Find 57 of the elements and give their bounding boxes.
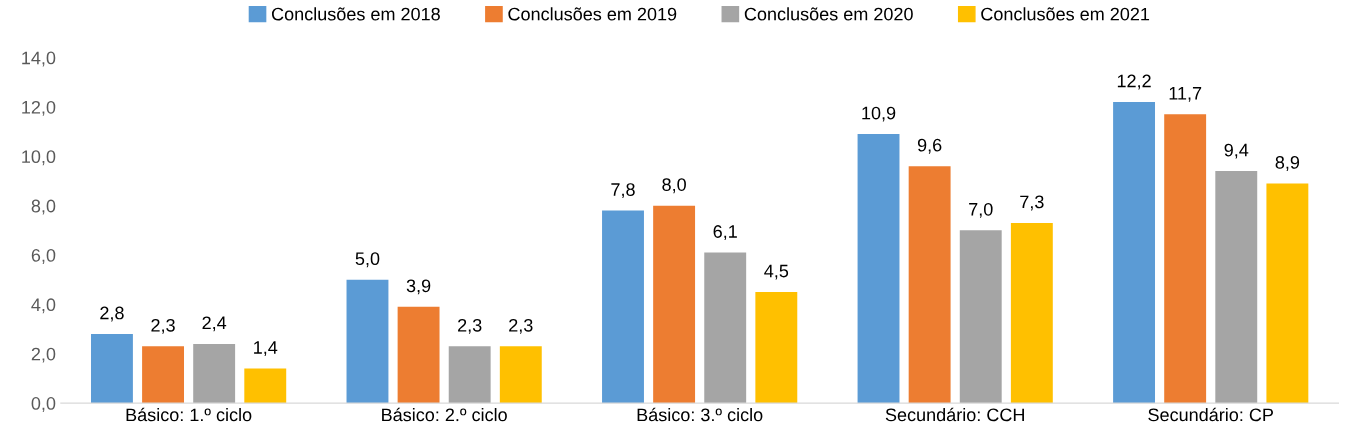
data-label: 6,1 (713, 225, 737, 241)
y-tick-label: 10,0 (22, 150, 56, 166)
data-label: 7,0 (969, 202, 993, 218)
data-label: 11,7 (1169, 87, 1202, 102)
data-label: 2,3 (458, 318, 482, 334)
data-label: 9,6 (917, 138, 942, 154)
data-label: 8,0 (662, 178, 686, 194)
y-tick-label: 12,0 (22, 100, 56, 116)
bar (193, 343, 236, 404)
bar (755, 292, 798, 404)
data-label: 10,9 (862, 106, 896, 122)
legend-label: Conclusões em 2021 (981, 7, 1150, 21)
bar (1266, 183, 1309, 404)
data-label: 9,4 (1224, 143, 1249, 159)
data-label: 8,9 (1275, 156, 1300, 171)
bar (857, 134, 900, 404)
bar (1164, 114, 1207, 404)
bar (142, 346, 184, 404)
bar (908, 166, 951, 404)
data-label: 7,3 (1020, 195, 1044, 211)
x-tick-label: Secundário: CP (1148, 407, 1273, 422)
y-tick-label: 6,0 (31, 248, 56, 264)
data-label: 2,8 (100, 306, 124, 322)
x-tick-label: Básico: 2.º ciclo (382, 407, 507, 422)
data-label: 2,3 (509, 318, 533, 334)
legend-label: Conclusões em 2019 (508, 7, 677, 21)
bar (499, 346, 542, 404)
y-tick-label: 2,0 (31, 347, 56, 363)
bar (602, 210, 644, 404)
bar (244, 368, 287, 404)
bar (653, 205, 696, 404)
bar (1215, 171, 1258, 404)
y-tick-label: 14,0 (22, 51, 56, 67)
bar (397, 306, 440, 404)
x-tick-label: Secundário: CCH (885, 407, 1024, 422)
data-label: 7,8 (611, 183, 635, 199)
data-label: 1,4 (254, 341, 278, 357)
data-label: 12,2 (1117, 74, 1151, 90)
bar (1010, 222, 1053, 404)
data-label: 4,5 (764, 264, 789, 280)
legend-label: Conclusões em 2020 (744, 7, 913, 21)
bar (346, 279, 389, 404)
data-label: 5,0 (355, 252, 380, 268)
bar (704, 252, 747, 404)
legend-label: Conclusões em 2018 (271, 7, 440, 21)
data-label: 2,4 (202, 316, 227, 332)
bar (448, 346, 491, 404)
x-tick-label: Básico: 1.º ciclo (126, 407, 252, 422)
bar (1113, 102, 1156, 404)
x-tick-label: Básico: 3.º ciclo (637, 407, 763, 422)
y-tick-label: 0,0 (31, 397, 56, 412)
y-tick-label: 8,0 (31, 199, 56, 215)
data-label: 3,9 (406, 279, 431, 295)
data-label: 2,3 (151, 318, 175, 334)
bar (90, 334, 133, 404)
y-tick-label: 4,0 (31, 298, 56, 314)
bar (959, 230, 1002, 404)
